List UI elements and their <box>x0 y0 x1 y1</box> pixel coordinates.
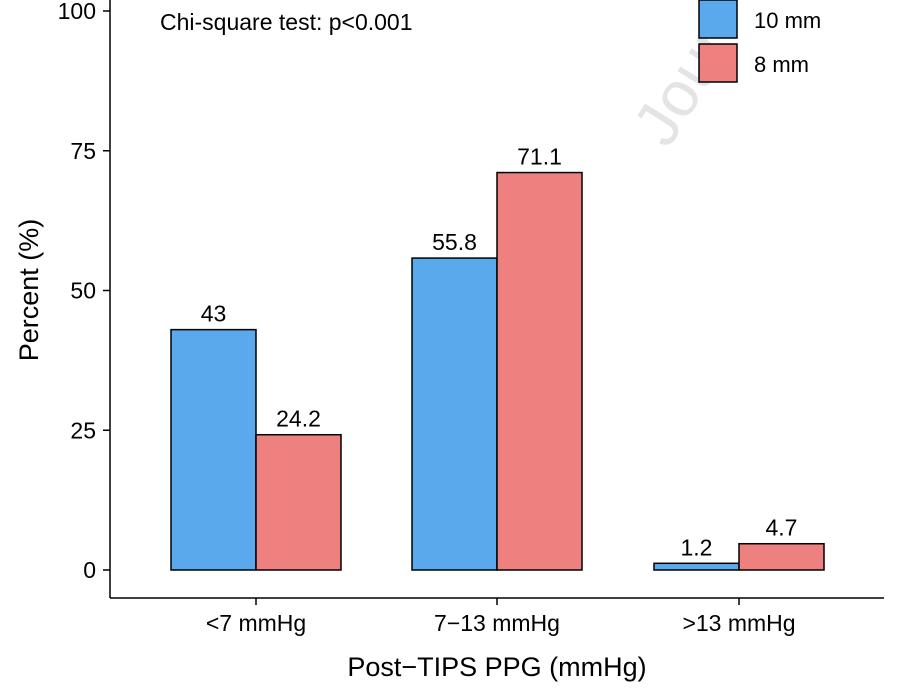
x-ticks: <7 mmHg 7−13 mmHg >13 mmHg <box>206 598 796 636</box>
bar-value-label: 1.2 <box>681 534 713 560</box>
y-tick-label: 100 <box>58 0 96 24</box>
y-axis-title: Percent (%) <box>14 219 44 362</box>
bar-value-label: 43 <box>201 301 227 327</box>
bars <box>170 171 825 571</box>
y-ticks: 0 25 50 75 100 <box>58 0 110 583</box>
bar <box>170 328 257 571</box>
data-labels: 43 55.8 1.2 24.2 71.1 4.7 <box>201 144 798 561</box>
chart-annotation: Chi-square test: p<0.001 <box>160 9 413 35</box>
bar <box>653 562 740 571</box>
x-tick-label: 7−13 mmHg <box>434 610 560 636</box>
bar <box>255 433 342 571</box>
y-tick-label: 75 <box>70 138 96 164</box>
bar <box>411 257 498 571</box>
bar <box>496 171 583 571</box>
legend: 10 mm 8 mm <box>698 0 821 83</box>
x-tick-label: <7 mmHg <box>206 610 306 636</box>
legend-swatch-8mm <box>698 43 738 83</box>
bar-value-label: 71.1 <box>517 144 562 170</box>
y-tick-label: 25 <box>70 417 96 443</box>
y-tick-label: 50 <box>70 278 96 304</box>
legend-label-10mm: 10 mm <box>754 8 821 33</box>
legend-label-8mm: 8 mm <box>754 52 809 77</box>
bar <box>738 542 825 571</box>
bar-value-label: 24.2 <box>276 406 321 432</box>
bar-value-label: 55.8 <box>432 229 477 255</box>
legend-swatch-10mm <box>698 0 738 39</box>
x-axis-title: Post−TIPS PPG (mmHg) <box>347 652 646 682</box>
bar-value-label: 4.7 <box>766 515 798 541</box>
y-tick-label: 0 <box>83 557 96 583</box>
x-tick-label: >13 mmHg <box>682 610 795 636</box>
